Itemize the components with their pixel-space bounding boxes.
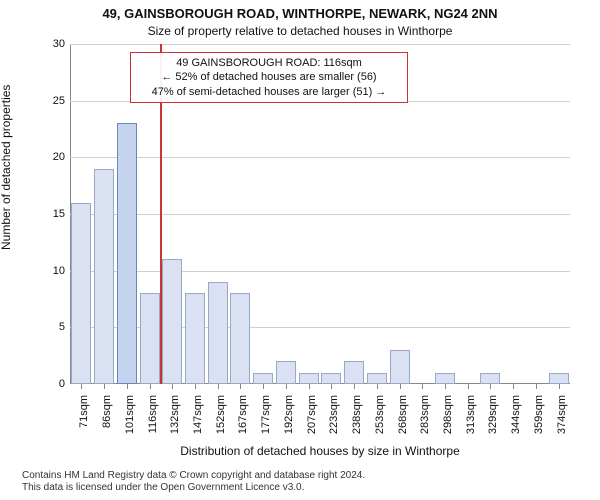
bar	[117, 123, 137, 384]
annotation-box: 49 GAINSBOROUGH ROAD: 116sqm ← 52% of de…	[130, 52, 408, 103]
gridline	[70, 271, 570, 272]
xtick-mark	[468, 384, 469, 389]
bar	[253, 373, 273, 384]
xtick-mark	[263, 384, 264, 389]
xtick-mark	[127, 384, 128, 389]
bar	[162, 259, 182, 384]
gridline	[70, 157, 570, 158]
bar	[299, 373, 319, 384]
bar	[94, 169, 114, 384]
bar	[435, 373, 455, 384]
ytick-label: 15	[35, 208, 65, 220]
bar	[321, 373, 341, 384]
xtick-mark	[150, 384, 151, 389]
bar-chart-plot: 05101520253071sqm86sqm101sqm116sqm132sqm…	[70, 44, 570, 384]
xtick-mark	[354, 384, 355, 389]
annotation-line-3: 47% of semi-detached houses are larger (…	[136, 85, 402, 99]
bar	[208, 282, 228, 384]
bar	[140, 293, 160, 384]
bar	[230, 293, 250, 384]
annotation-line-1: 49 GAINSBOROUGH ROAD: 116sqm	[136, 56, 402, 70]
bar	[71, 203, 91, 384]
xtick-mark	[81, 384, 82, 389]
xtick-mark	[422, 384, 423, 389]
y-axis-label: Number of detached properties	[0, 85, 13, 250]
footer-line-1: Contains HM Land Registry data © Crown c…	[0, 470, 600, 482]
xtick-mark	[309, 384, 310, 389]
bar	[390, 350, 410, 384]
xtick-mark	[240, 384, 241, 389]
annotation-line-2: ← 52% of detached houses are smaller (56…	[136, 70, 402, 84]
xtick-mark	[445, 384, 446, 389]
gridline	[70, 44, 570, 45]
xtick-mark	[104, 384, 105, 389]
ytick-label: 5	[35, 321, 65, 333]
footer-line-2: This data is licensed under the Open Gov…	[0, 482, 600, 494]
bar	[276, 361, 296, 384]
footer-license: Contains HM Land Registry data © Crown c…	[0, 470, 600, 494]
ytick-label: 0	[35, 378, 65, 390]
bar	[480, 373, 500, 384]
ytick-label: 20	[35, 151, 65, 163]
bar	[549, 373, 569, 384]
xtick-mark	[218, 384, 219, 389]
xtick-mark	[286, 384, 287, 389]
ytick-label: 10	[35, 265, 65, 277]
xtick-mark	[377, 384, 378, 389]
page-title-main: 49, GAINSBOROUGH ROAD, WINTHORPE, NEWARK…	[0, 6, 600, 21]
xtick-mark	[536, 384, 537, 389]
page-title-sub: Size of property relative to detached ho…	[0, 24, 600, 38]
xtick-mark	[513, 384, 514, 389]
xtick-mark	[331, 384, 332, 389]
ytick-label: 25	[35, 95, 65, 107]
bar	[344, 361, 364, 384]
xtick-mark	[490, 384, 491, 389]
xtick-mark	[195, 384, 196, 389]
xtick-mark	[172, 384, 173, 389]
gridline	[70, 214, 570, 215]
bar	[185, 293, 205, 384]
x-axis-label: Distribution of detached houses by size …	[70, 444, 570, 458]
xtick-mark	[400, 384, 401, 389]
ytick-label: 30	[35, 38, 65, 50]
bar	[367, 373, 387, 384]
xtick-mark	[559, 384, 560, 389]
